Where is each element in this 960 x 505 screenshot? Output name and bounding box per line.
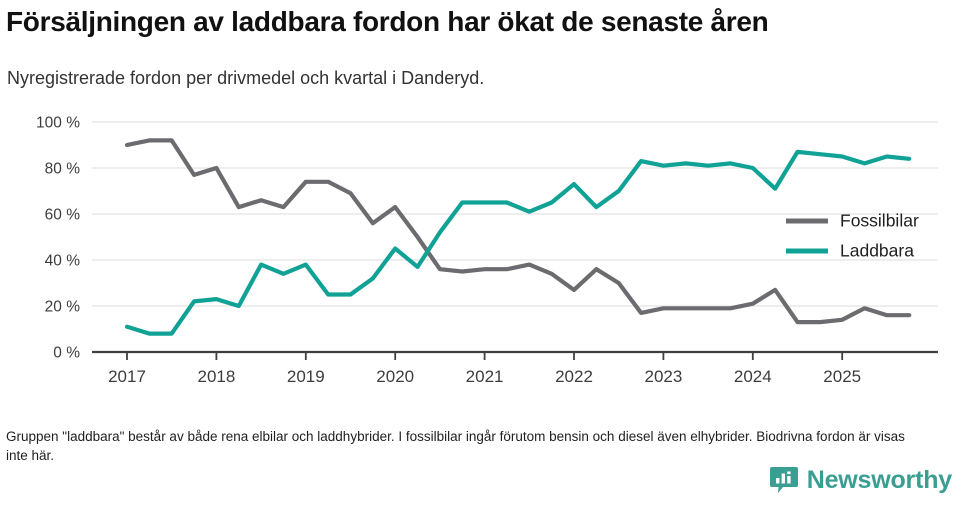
- x-axis-tick-label: 2017: [108, 367, 146, 386]
- legend-label-fossilbilar: Fossilbilar: [840, 211, 919, 231]
- line-chart: 0 % 20 % 40 % 60 % 80 % 100 % 2017 2018 2019 202…: [36, 115, 938, 386]
- brand-name: Newsworthy: [806, 465, 952, 494]
- x-axis-tick-label: 2024: [734, 367, 772, 386]
- series-line-laddbara: [124, 149, 912, 336]
- legend-label-laddbara: Laddbara: [840, 241, 914, 261]
- data-series-lines: [124, 138, 912, 336]
- x-axis-tick-label: 2019: [287, 367, 325, 386]
- x-axis-tick-label: 2020: [376, 367, 414, 386]
- y-axis-tick-label: 0 %: [53, 345, 80, 362]
- y-axis-tick-label: 60 %: [45, 207, 81, 224]
- chart-subtitle: Nyregistrerade fordon per drivmedel och …: [7, 68, 485, 88]
- x-axis-ticks: [126, 352, 844, 360]
- x-axis-tick-label: 2023: [644, 367, 682, 386]
- page-title: Försäljningen av laddbara fordon har öka…: [6, 6, 769, 37]
- y-axis-tick-label: 100 %: [36, 115, 80, 132]
- chart-plot-area: 0 % 20 % 40 % 60 % 80 % 100 % 2017 2018 2019 202…: [0, 108, 960, 398]
- y-axis-tick-label: 20 %: [45, 299, 81, 316]
- x-axis-tick-label: 2022: [555, 367, 593, 386]
- newsworthy-logo: Newsworthy: [769, 465, 952, 495]
- chart-legend: Fossilbilar Laddbara: [786, 211, 919, 261]
- y-axis-tick-labels: 0 % 20 % 40 % 60 % 80 % 100 %: [36, 115, 80, 362]
- y-axis-tick-label: 80 %: [45, 161, 81, 178]
- chart-footnote: Gruppen "laddbara" består av både rena e…: [6, 429, 905, 463]
- series-line-fossilbilar: [124, 138, 912, 325]
- bar-chart-speech-bubble-icon: [769, 467, 798, 493]
- y-axis-tick-label: 40 %: [45, 253, 81, 270]
- x-axis-tick-label: 2018: [197, 367, 235, 386]
- x-axis-tick-label: 2025: [823, 367, 861, 386]
- x-axis-tick-label: 2021: [466, 367, 504, 386]
- grid-lines: [92, 121, 938, 354]
- x-axis-tick-labels: 2017 2018 2019 2020 2021 2022 2023 2024 2025: [108, 367, 861, 386]
